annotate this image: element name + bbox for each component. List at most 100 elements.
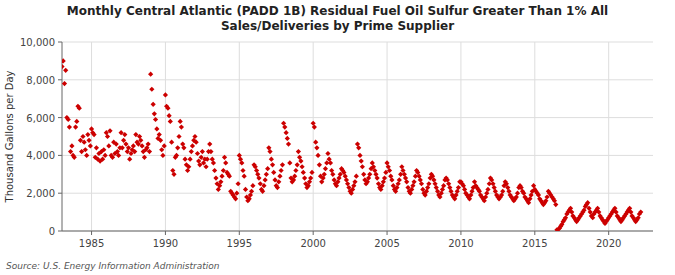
point [222, 155, 227, 160]
point [157, 132, 162, 137]
point [100, 157, 105, 162]
point [219, 174, 224, 179]
point [169, 140, 174, 145]
point [120, 145, 125, 150]
point [211, 160, 216, 165]
point [212, 168, 217, 173]
point [223, 160, 228, 165]
point [123, 141, 128, 146]
point [240, 168, 245, 173]
point [74, 119, 79, 124]
point [375, 175, 380, 180]
y-axis-label: Thousand Gallons per Day [4, 70, 15, 203]
point [66, 117, 71, 122]
point [178, 119, 183, 124]
point [367, 172, 372, 177]
point [62, 58, 66, 63]
point [309, 170, 314, 175]
point [397, 177, 402, 182]
point [72, 155, 77, 160]
point [515, 191, 520, 196]
point [158, 138, 163, 143]
point [387, 168, 392, 173]
y-tick [58, 155, 62, 156]
point [85, 132, 90, 137]
y-grid-line [62, 79, 653, 80]
point [103, 153, 108, 158]
y-axis-line [62, 42, 63, 231]
point [194, 140, 199, 145]
x-tick-label: 1985 [79, 238, 104, 249]
point [218, 179, 223, 184]
point [154, 126, 159, 131]
point [256, 175, 261, 180]
y-tick-label: 2,000 [26, 188, 55, 199]
point [227, 174, 232, 179]
axes: 02,0004,0006,0008,00010,0001985199019952… [20, 37, 653, 249]
point [389, 177, 394, 182]
point [263, 177, 268, 182]
point [114, 141, 119, 146]
point [175, 145, 180, 150]
x-tick-label: 1990 [153, 238, 178, 249]
point [242, 174, 247, 179]
point [107, 128, 112, 133]
chart-container: Monthly Central Atlantic (PADD 1B) Resid… [0, 0, 675, 275]
point [174, 153, 179, 158]
point [250, 183, 255, 188]
point [67, 124, 72, 129]
point [239, 160, 244, 165]
x-axis-line [62, 231, 653, 232]
point [106, 143, 111, 148]
x-tick [460, 231, 461, 235]
point [62, 64, 65, 69]
point [168, 119, 173, 124]
point [276, 179, 281, 184]
point [419, 181, 424, 186]
point [167, 113, 172, 118]
point [179, 124, 184, 129]
y-tick-label: 6,000 [26, 113, 55, 124]
point [249, 189, 254, 194]
y-grid-line [62, 42, 653, 43]
point [265, 166, 270, 171]
point [187, 157, 192, 162]
point [317, 162, 322, 167]
points [62, 58, 643, 231]
point [404, 179, 409, 184]
point [147, 149, 152, 154]
grid [62, 42, 653, 231]
point [139, 143, 144, 148]
point [638, 210, 643, 215]
point [208, 149, 213, 154]
point [62, 81, 67, 86]
x-tick [534, 231, 535, 235]
source-note: Source: U.S. Energy Information Administ… [6, 261, 220, 271]
point [315, 153, 320, 158]
point [361, 172, 366, 177]
point [80, 134, 85, 139]
point [83, 147, 88, 152]
point [271, 170, 276, 175]
x-tick [165, 231, 166, 235]
y-tick-label: 8,000 [26, 75, 55, 86]
point [313, 140, 318, 145]
point [63, 68, 68, 73]
point [101, 147, 106, 152]
point [68, 149, 73, 154]
y-tick [58, 231, 62, 232]
point [132, 149, 137, 154]
point [328, 160, 333, 165]
point [153, 117, 158, 122]
point [277, 174, 282, 179]
point [292, 174, 297, 179]
x-tick-label: 2000 [300, 238, 325, 249]
point [295, 162, 300, 167]
title: Monthly Central Atlantic (PADD 1B) Resid… [67, 4, 608, 33]
point [357, 153, 362, 158]
point [308, 175, 313, 180]
x-grid-line [313, 42, 314, 231]
point [280, 162, 285, 167]
point [270, 162, 275, 167]
chart-svg: Monthly Central Atlantic (PADD 1B) Resid… [0, 0, 675, 275]
